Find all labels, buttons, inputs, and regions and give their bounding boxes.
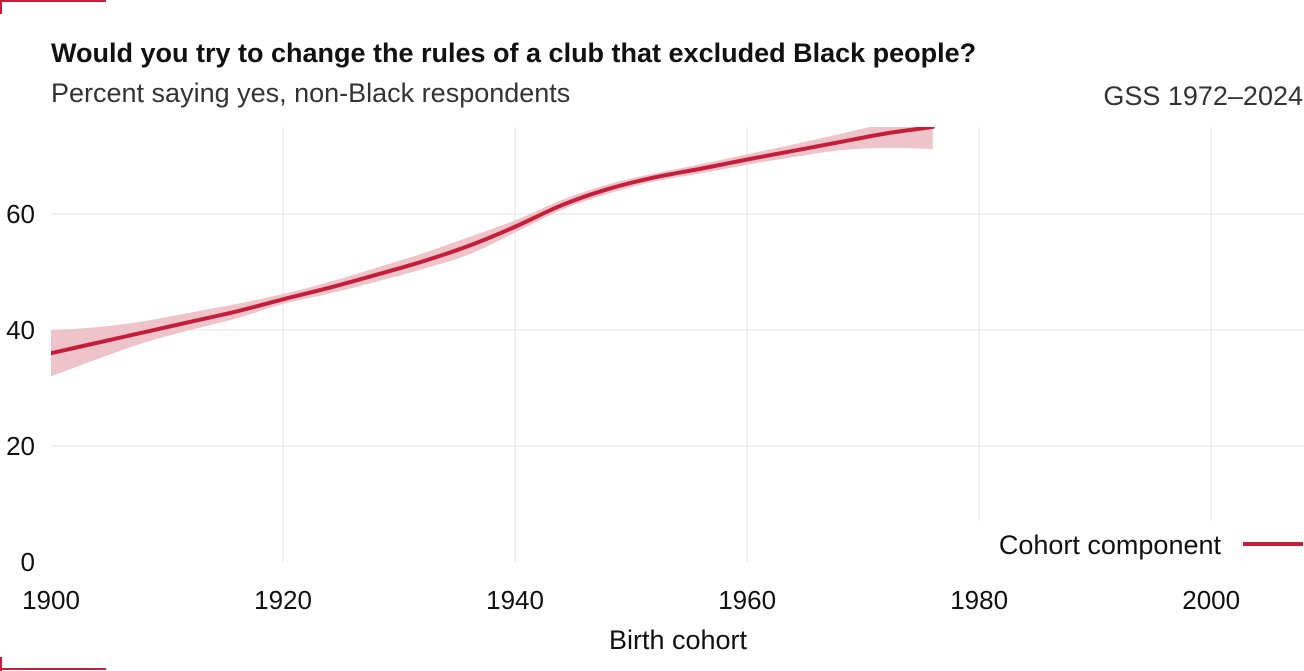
x-tick-label: 1920 [254, 585, 312, 615]
chart-title: Would you try to change the rules of a c… [51, 38, 976, 68]
x-gridlines [282, 127, 1212, 562]
y-tick-label: 0 [21, 547, 35, 577]
y-tick-labels: 0 20 40 60 [6, 199, 35, 577]
x-tick-label: 1980 [950, 585, 1008, 615]
x-tick-label: 1900 [22, 585, 80, 615]
chart-source: GSS 1972–2024 [1103, 81, 1303, 111]
corner-mark-top-left [0, 0, 106, 14]
x-tick-label: 2000 [1182, 585, 1240, 615]
confidence-band-layer [51, 127, 933, 377]
x-tick-labels: 1900 1920 1940 1960 1980 2000 [22, 585, 1240, 615]
x-tick-label: 1960 [718, 585, 776, 615]
x-axis-title: Birth cohort [609, 625, 748, 655]
series-line-layer [51, 127, 935, 356]
y-tick-label: 20 [6, 431, 35, 461]
x-tick-label: 1940 [486, 585, 544, 615]
chart-subtitle: Percent saying yes, non-Black respondent… [51, 78, 570, 108]
series-line [51, 127, 935, 356]
legend: Cohort component [962, 521, 1304, 571]
corner-mark-bottom-left [0, 657, 106, 671]
legend-label: Cohort component [999, 530, 1222, 560]
y-tick-label: 60 [6, 199, 35, 229]
y-tick-label: 40 [6, 315, 35, 345]
y-gridlines [51, 213, 1304, 447]
confidence-band [51, 127, 933, 377]
